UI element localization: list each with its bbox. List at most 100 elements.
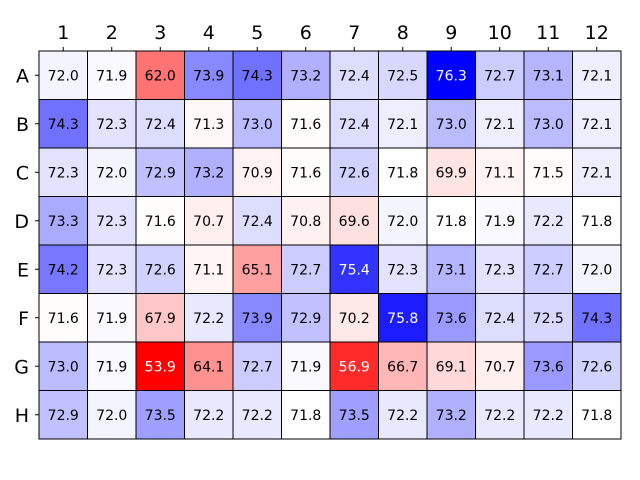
- heatmap-cell: [378, 50, 428, 100]
- heatmap-cell: [329, 341, 379, 391]
- heatmap-cell: [426, 341, 476, 391]
- cell-value-label: 73.9: [242, 311, 273, 327]
- heatmap-cell: [184, 341, 234, 391]
- row-label: H: [15, 405, 29, 427]
- heatmap-cell: [523, 341, 573, 391]
- cell-value-label: 72.9: [48, 408, 79, 424]
- heatmap-cell: [378, 99, 428, 149]
- heatmap-cell: [281, 99, 331, 149]
- cell-value-label: 75.4: [339, 262, 370, 278]
- heatmap-cell: [426, 196, 476, 246]
- column-label: 4: [203, 22, 215, 44]
- heatmap-cell: [475, 99, 525, 149]
- heatmap-cell: [281, 293, 331, 343]
- cell-value-label: 73.1: [436, 262, 467, 278]
- cell-value-label: 71.1: [193, 262, 224, 278]
- heatmap-cell: [281, 341, 331, 391]
- heatmap-cell: [184, 196, 234, 246]
- cell-value-label: 72.3: [96, 214, 127, 230]
- heatmap-cell: [329, 244, 379, 294]
- heatmap-cell: [38, 244, 88, 294]
- cell-value-label: 71.8: [387, 165, 418, 181]
- cell-value-label: 70.7: [193, 214, 224, 230]
- cell-value-label: 71.9: [290, 359, 321, 375]
- heatmap-cell: [523, 196, 573, 246]
- cell-value-label: 72.3: [96, 117, 127, 133]
- cell-value-label: 72.4: [484, 311, 515, 327]
- cell-value-label: 72.1: [387, 117, 418, 133]
- cell-value-label: 72.3: [96, 262, 127, 278]
- cell-value-label: 71.8: [581, 214, 612, 230]
- heatmap-cell: [329, 147, 379, 197]
- heatmap-cell: [572, 50, 622, 100]
- cell-value-label: 71.8: [290, 408, 321, 424]
- cell-value-label: 72.4: [242, 214, 273, 230]
- row-label: D: [14, 211, 29, 233]
- row-label: F: [18, 308, 29, 330]
- cell-value-label: 69.9: [436, 165, 467, 181]
- row-label: B: [16, 114, 29, 136]
- heatmap-cell: [232, 390, 282, 440]
- cell-value-label: 73.0: [242, 117, 273, 133]
- heatmap-cell: [38, 293, 88, 343]
- cell-value-label: 71.9: [96, 68, 127, 84]
- heatmap-cell: [232, 244, 282, 294]
- heatmap-cell: [38, 196, 88, 246]
- heatmap-cell: [572, 341, 622, 391]
- cell-value-label: 72.0: [96, 408, 127, 424]
- row-axis: A B C D E F G H: [14, 65, 39, 427]
- heatmap-cells: 72.0 71.9 62.0 73.9 74.3 73.2 72.4 72.5 76.3 72.7…: [38, 50, 622, 440]
- cell-value-label: 72.2: [484, 408, 515, 424]
- cell-value-label: 72.2: [242, 408, 273, 424]
- cell-value-label: 71.6: [290, 117, 321, 133]
- cell-value-label: 72.7: [242, 359, 273, 375]
- column-label: 10: [488, 22, 512, 44]
- row-label: G: [14, 356, 29, 378]
- column-label: 11: [536, 22, 560, 44]
- cell-value-label: 72.0: [48, 68, 79, 84]
- cell-value-label: 70.9: [242, 165, 273, 181]
- cell-value-label: 53.9: [145, 359, 176, 375]
- cell-value-label: 73.2: [290, 68, 321, 84]
- cell-value-label: 72.4: [339, 117, 370, 133]
- heatmap-cell: [184, 390, 234, 440]
- cell-value-label: 72.2: [387, 408, 418, 424]
- cell-value-label: 71.1: [484, 165, 515, 181]
- heatmap-cell: [184, 99, 234, 149]
- cell-value-label: 72.7: [533, 262, 564, 278]
- heatmap-cell: [426, 99, 476, 149]
- heatmap-cell: [475, 293, 525, 343]
- heatmap-cell: [378, 244, 428, 294]
- heatmap-cell: [87, 244, 137, 294]
- cell-value-label: 74.2: [48, 262, 79, 278]
- heatmap-cell: [38, 390, 88, 440]
- cell-value-label: 70.8: [290, 214, 321, 230]
- heatmap-cell: [281, 196, 331, 246]
- cell-value-label: 72.7: [290, 262, 321, 278]
- cell-value-label: 71.9: [96, 359, 127, 375]
- row-label: A: [16, 65, 29, 87]
- heatmap-cell: [87, 99, 137, 149]
- cell-value-label: 72.1: [581, 68, 612, 84]
- cell-value-label: 69.6: [339, 214, 370, 230]
- heatmap-cell: [135, 147, 185, 197]
- cell-value-label: 75.8: [387, 311, 418, 327]
- cell-value-label: 72.1: [484, 117, 515, 133]
- column-axis: 1 2 3 4 5 6 7 8 9 10 11 12: [57, 22, 609, 51]
- cell-value-label: 71.9: [96, 311, 127, 327]
- cell-value-label: 73.3: [48, 214, 79, 230]
- cell-value-label: 72.6: [339, 165, 370, 181]
- column-label: 6: [300, 22, 312, 44]
- cell-value-label: 72.9: [145, 165, 176, 181]
- heatmap-cell: [184, 293, 234, 343]
- cell-value-label: 72.4: [145, 117, 176, 133]
- cell-value-label: 73.9: [193, 68, 224, 84]
- column-label: 3: [154, 22, 166, 44]
- heatmap-cell: [184, 147, 234, 197]
- cell-value-label: 72.4: [339, 68, 370, 84]
- cell-value-label: 71.9: [484, 214, 515, 230]
- cell-value-label: 72.0: [96, 165, 127, 181]
- heatmap-cell: [572, 196, 622, 246]
- heatmap-cell: [87, 50, 137, 100]
